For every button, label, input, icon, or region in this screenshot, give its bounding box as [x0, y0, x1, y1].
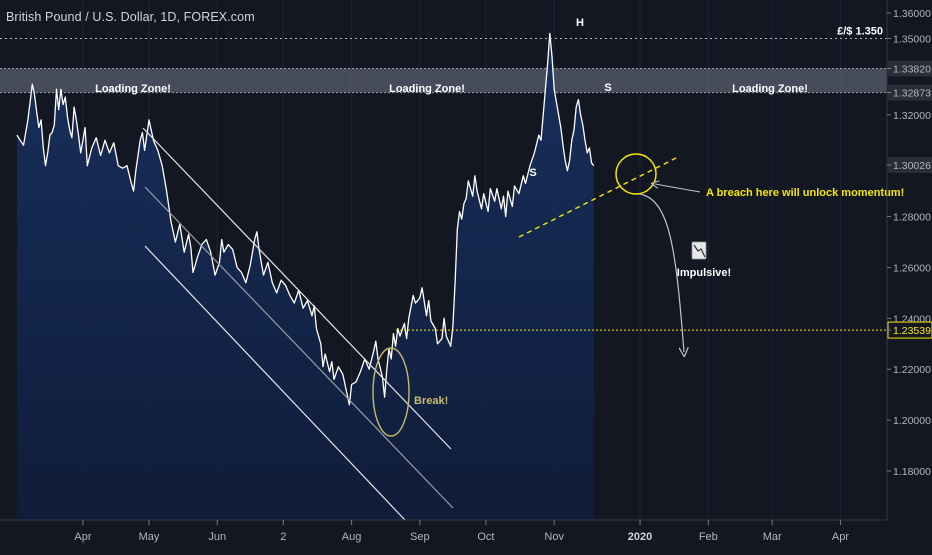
- head-label: H: [576, 17, 584, 29]
- price-tick-label-bg: [888, 157, 932, 174]
- breach-note: A breach here will unlock momentum!: [706, 187, 904, 199]
- time-tick-label: Apr: [832, 531, 849, 543]
- impulsive-label: Impulsive!: [677, 267, 731, 279]
- neckline-dashed: [518, 155, 681, 238]
- level-label-1350: £/$ 1.350: [837, 25, 883, 37]
- loading-zone-label-1: Loading Zone!: [95, 83, 171, 95]
- price-tick-label: 1.20000: [893, 415, 931, 427]
- break-label: Break!: [414, 395, 448, 407]
- price-tick-label: 1.22000: [893, 364, 931, 376]
- break-circle: [372, 347, 410, 437]
- symbol-title: British Pound / U.S. Dollar, 1D, FOREX.c…: [6, 10, 255, 24]
- time-tick-label: Feb: [699, 531, 718, 543]
- right-shoulder-label: S: [604, 82, 611, 94]
- time-tick-label: May: [139, 531, 160, 543]
- price-tick-label: 1.32000: [893, 110, 931, 122]
- price-line: [16, 32, 595, 406]
- loading-zone-label-2: Loading Zone!: [389, 83, 465, 95]
- loading-zone-label-3: Loading Zone!: [732, 83, 808, 95]
- breach-circle: [615, 153, 657, 195]
- impulsive-icon-glyph: [693, 244, 706, 258]
- time-tick-label: Oct: [477, 531, 494, 543]
- time-tick-label: Sep: [410, 531, 430, 543]
- price-tick-label: 1.35000: [893, 33, 931, 45]
- price-tick-label: 1.23539: [893, 325, 931, 337]
- time-tick-label: 2: [280, 531, 286, 543]
- channel-upper-line: [142, 127, 452, 450]
- time-tick-label: Apr: [74, 531, 91, 543]
- price-tick-label: 1.28000: [893, 212, 931, 224]
- price-area-fill: [16, 33, 594, 521]
- price-tick-label: 1.30026: [893, 160, 931, 172]
- time-tick-label: Aug: [342, 531, 362, 543]
- price-tick-label: 1.33820: [893, 63, 931, 75]
- price-tick-label: 1.32873: [893, 88, 931, 100]
- time-tick-label: 2020: [628, 531, 652, 543]
- breach-arrow: [655, 184, 701, 193]
- time-tick-label: Jun: [208, 531, 226, 543]
- time-tick-label: Nov: [544, 531, 564, 543]
- loading-zone-band: [0, 68, 887, 93]
- time-tick-label: Mar: [763, 531, 782, 543]
- price-tick-label: 1.36000: [893, 8, 931, 20]
- price-tick-label-bg: [888, 60, 932, 77]
- channel-lower-line: [144, 245, 406, 521]
- price-tick-label: 1.18000: [893, 466, 931, 478]
- projection-arrow: [639, 193, 684, 352]
- left-shoulder-label: S: [529, 167, 536, 179]
- price-tick-label-bg: [888, 84, 932, 101]
- channel-middle-line: [144, 186, 454, 509]
- price-tick-label: 1.26000: [893, 262, 931, 274]
